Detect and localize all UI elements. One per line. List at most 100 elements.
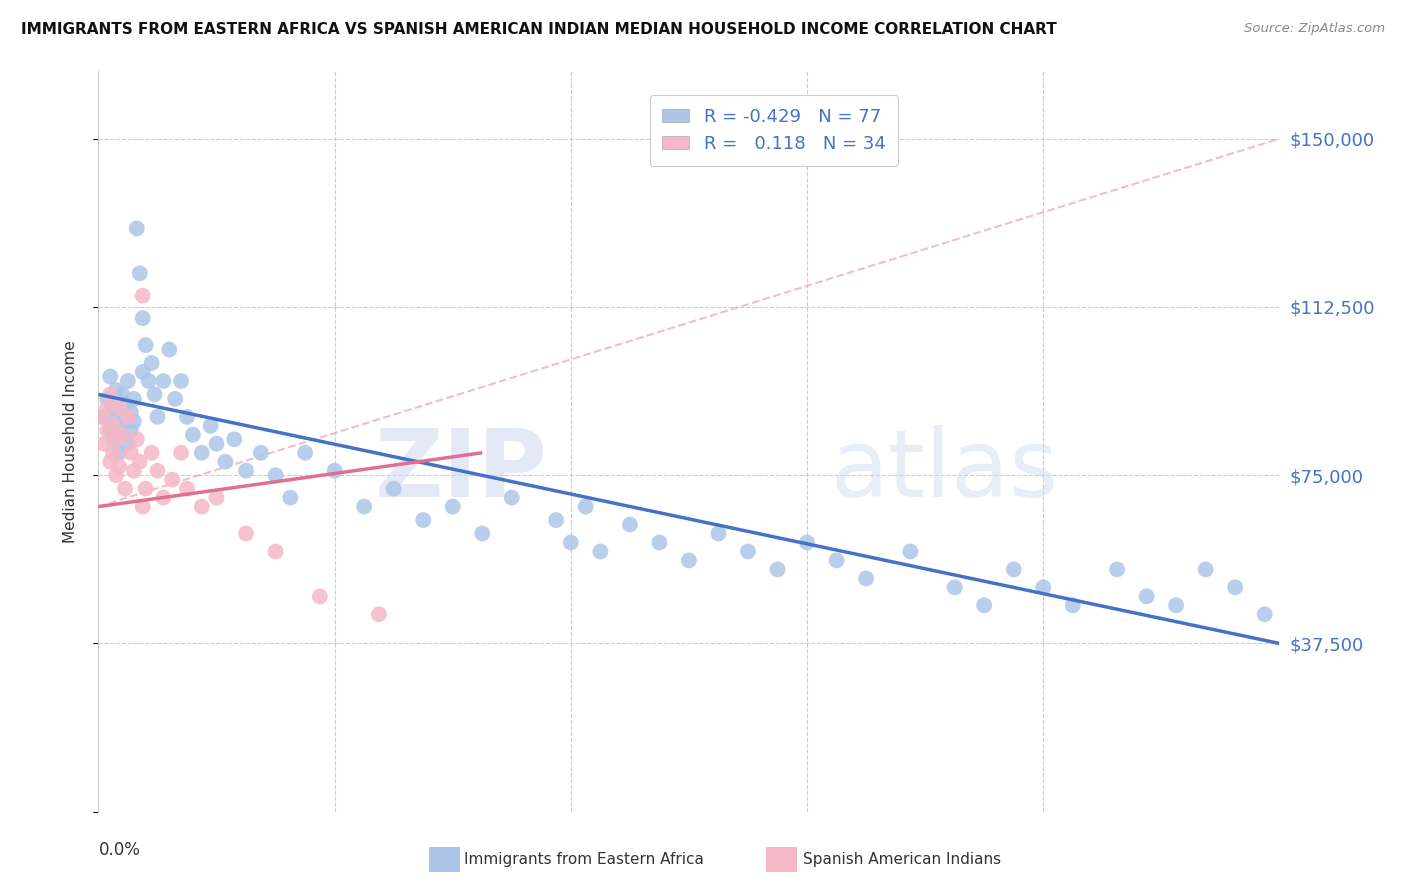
Text: Immigrants from Eastern Africa: Immigrants from Eastern Africa (464, 853, 704, 867)
Point (111, 427, 134, 442)
Text: Source: ZipAtlas.com: Source: ZipAtlas.com (1244, 22, 1385, 36)
Point (141, 356, 163, 370)
Point (1195, 562, 1218, 576)
Point (108, 409, 131, 424)
Point (117, 409, 139, 424)
Point (114, 414, 136, 428)
Point (93, 409, 115, 424)
Point (1032, 580, 1054, 594)
Point (214, 455, 236, 469)
Point (191, 500, 214, 514)
Point (619, 517, 641, 532)
Point (111, 427, 134, 442)
Point (98, 387, 121, 401)
Point (1107, 562, 1129, 576)
Text: 0.0%: 0.0% (98, 841, 141, 859)
Point (120, 446, 142, 460)
Point (162, 473, 183, 487)
Point (105, 468, 128, 483)
Point (280, 491, 302, 505)
Point (141, 446, 163, 460)
Point (382, 482, 405, 496)
Point (766, 562, 789, 576)
Point (471, 526, 494, 541)
Point (191, 446, 214, 460)
Point (235, 464, 257, 478)
Point (105, 432, 128, 446)
Point (108, 459, 131, 474)
Point (103, 418, 125, 433)
Point (157, 343, 180, 357)
Point (165, 392, 187, 406)
Point (96, 401, 118, 415)
Point (143, 387, 166, 401)
Point (855, 571, 877, 585)
Point (105, 418, 128, 433)
Point (120, 405, 142, 419)
Point (96, 392, 118, 406)
Legend: R = -0.429   N = 77, R =   0.118   N = 34: R = -0.429 N = 77, R = 0.118 N = 34 (650, 95, 898, 166)
Text: IMMIGRANTS FROM EASTERN AFRICA VS SPANISH AMERICAN INDIAN MEDIAN HOUSEHOLD INCOM: IMMIGRANTS FROM EASTERN AFRICA VS SPANIS… (21, 22, 1057, 37)
Point (368, 607, 391, 622)
Point (294, 446, 316, 460)
Point (264, 468, 287, 483)
Point (146, 464, 169, 478)
Text: Spanish American Indians: Spanish American Indians (803, 853, 1001, 867)
Point (560, 535, 582, 549)
Point (103, 446, 125, 460)
Point (235, 526, 257, 541)
Point (98, 423, 121, 437)
Point (589, 544, 612, 558)
Point (170, 374, 193, 388)
Point (200, 418, 222, 433)
Point (103, 432, 125, 446)
Point (1062, 599, 1084, 613)
Point (132, 311, 155, 326)
Point (900, 544, 922, 558)
Point (546, 513, 568, 527)
Point (353, 500, 375, 514)
Point (120, 423, 142, 437)
Point (111, 387, 134, 401)
Point (105, 383, 128, 397)
Point (176, 482, 198, 496)
Point (176, 409, 198, 424)
Point (122, 392, 145, 406)
Point (412, 513, 434, 527)
Point (441, 500, 464, 514)
Point (678, 553, 700, 567)
Text: atlas: atlas (831, 425, 1059, 517)
Point (152, 491, 174, 505)
Point (96, 423, 118, 437)
Y-axis label: Median Household Income: Median Household Income (63, 340, 77, 543)
Point (796, 535, 818, 549)
Point (250, 446, 273, 460)
Point (146, 409, 169, 424)
Point (1254, 607, 1277, 622)
Point (128, 455, 150, 469)
Point (135, 338, 157, 352)
Point (737, 544, 759, 558)
Point (323, 464, 346, 478)
Point (114, 482, 136, 496)
Point (117, 437, 139, 451)
Point (264, 544, 287, 558)
Point (90, 409, 112, 424)
Point (648, 535, 671, 549)
Point (973, 599, 995, 613)
Point (98, 455, 121, 469)
Point (943, 580, 966, 594)
Point (1225, 580, 1247, 594)
Point (501, 491, 523, 505)
Point (181, 427, 204, 442)
Point (1136, 590, 1159, 604)
Point (170, 446, 193, 460)
Point (108, 446, 131, 460)
Point (825, 553, 848, 567)
Point (138, 374, 160, 388)
Point (125, 221, 148, 235)
Point (117, 374, 139, 388)
Point (575, 500, 598, 514)
Point (132, 500, 155, 514)
Text: ZIP: ZIP (374, 425, 547, 517)
